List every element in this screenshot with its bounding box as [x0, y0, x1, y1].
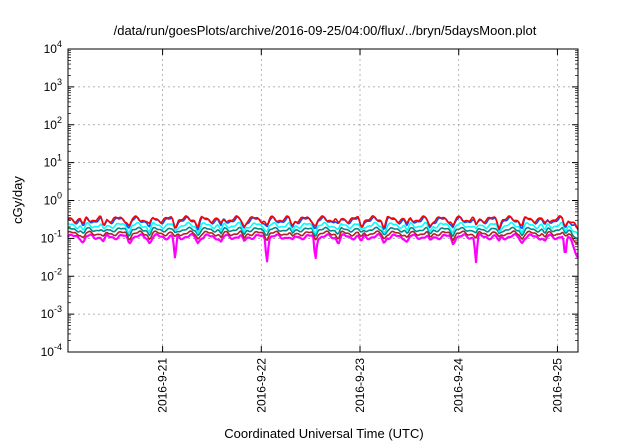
chart-title: /data/run/goesPlots/archive/2016-09-25/0… [114, 23, 537, 38]
x-tick-label: 2016-9-22 [254, 358, 268, 413]
series-line [67, 230, 579, 245]
y-tick-label: 104 [44, 39, 62, 56]
y-tick-label: 10-3 [41, 304, 62, 321]
y-tick-label: 102 [44, 115, 62, 132]
y-tick-label: 10-4 [41, 342, 62, 359]
series-line [67, 215, 579, 230]
y-tick-labels: 10-4 10-3 10-2 10-1 100 101 102 103 104 [41, 39, 62, 359]
series-group [67, 215, 579, 264]
series-line [67, 233, 579, 264]
grid [68, 48, 578, 353]
x-tick-labels: 2016-9-21 2016-9-22 2016-9-23 2016-9-24 2016… [156, 358, 565, 413]
y-axis-title: cGy/day [10, 176, 25, 224]
plot-frame [67, 48, 579, 353]
y-tick-label: 101 [44, 153, 62, 170]
y-tick-label: 100 [44, 191, 62, 208]
x-tick-label: 2016-9-24 [452, 358, 466, 413]
x-tick-label: 2016-9-21 [156, 358, 170, 413]
series-line [67, 226, 579, 240]
y-tick-label: 103 [44, 77, 62, 94]
series-line [67, 221, 579, 236]
x-tick-label: 2016-9-25 [550, 358, 564, 413]
y-tick-label: 10-2 [41, 266, 62, 283]
x-axis-title: Coordinated Universal Time (UTC) [224, 426, 423, 441]
y-tick-label: 10-1 [41, 228, 62, 245]
x-tick-label: 2016-9-23 [353, 358, 367, 413]
